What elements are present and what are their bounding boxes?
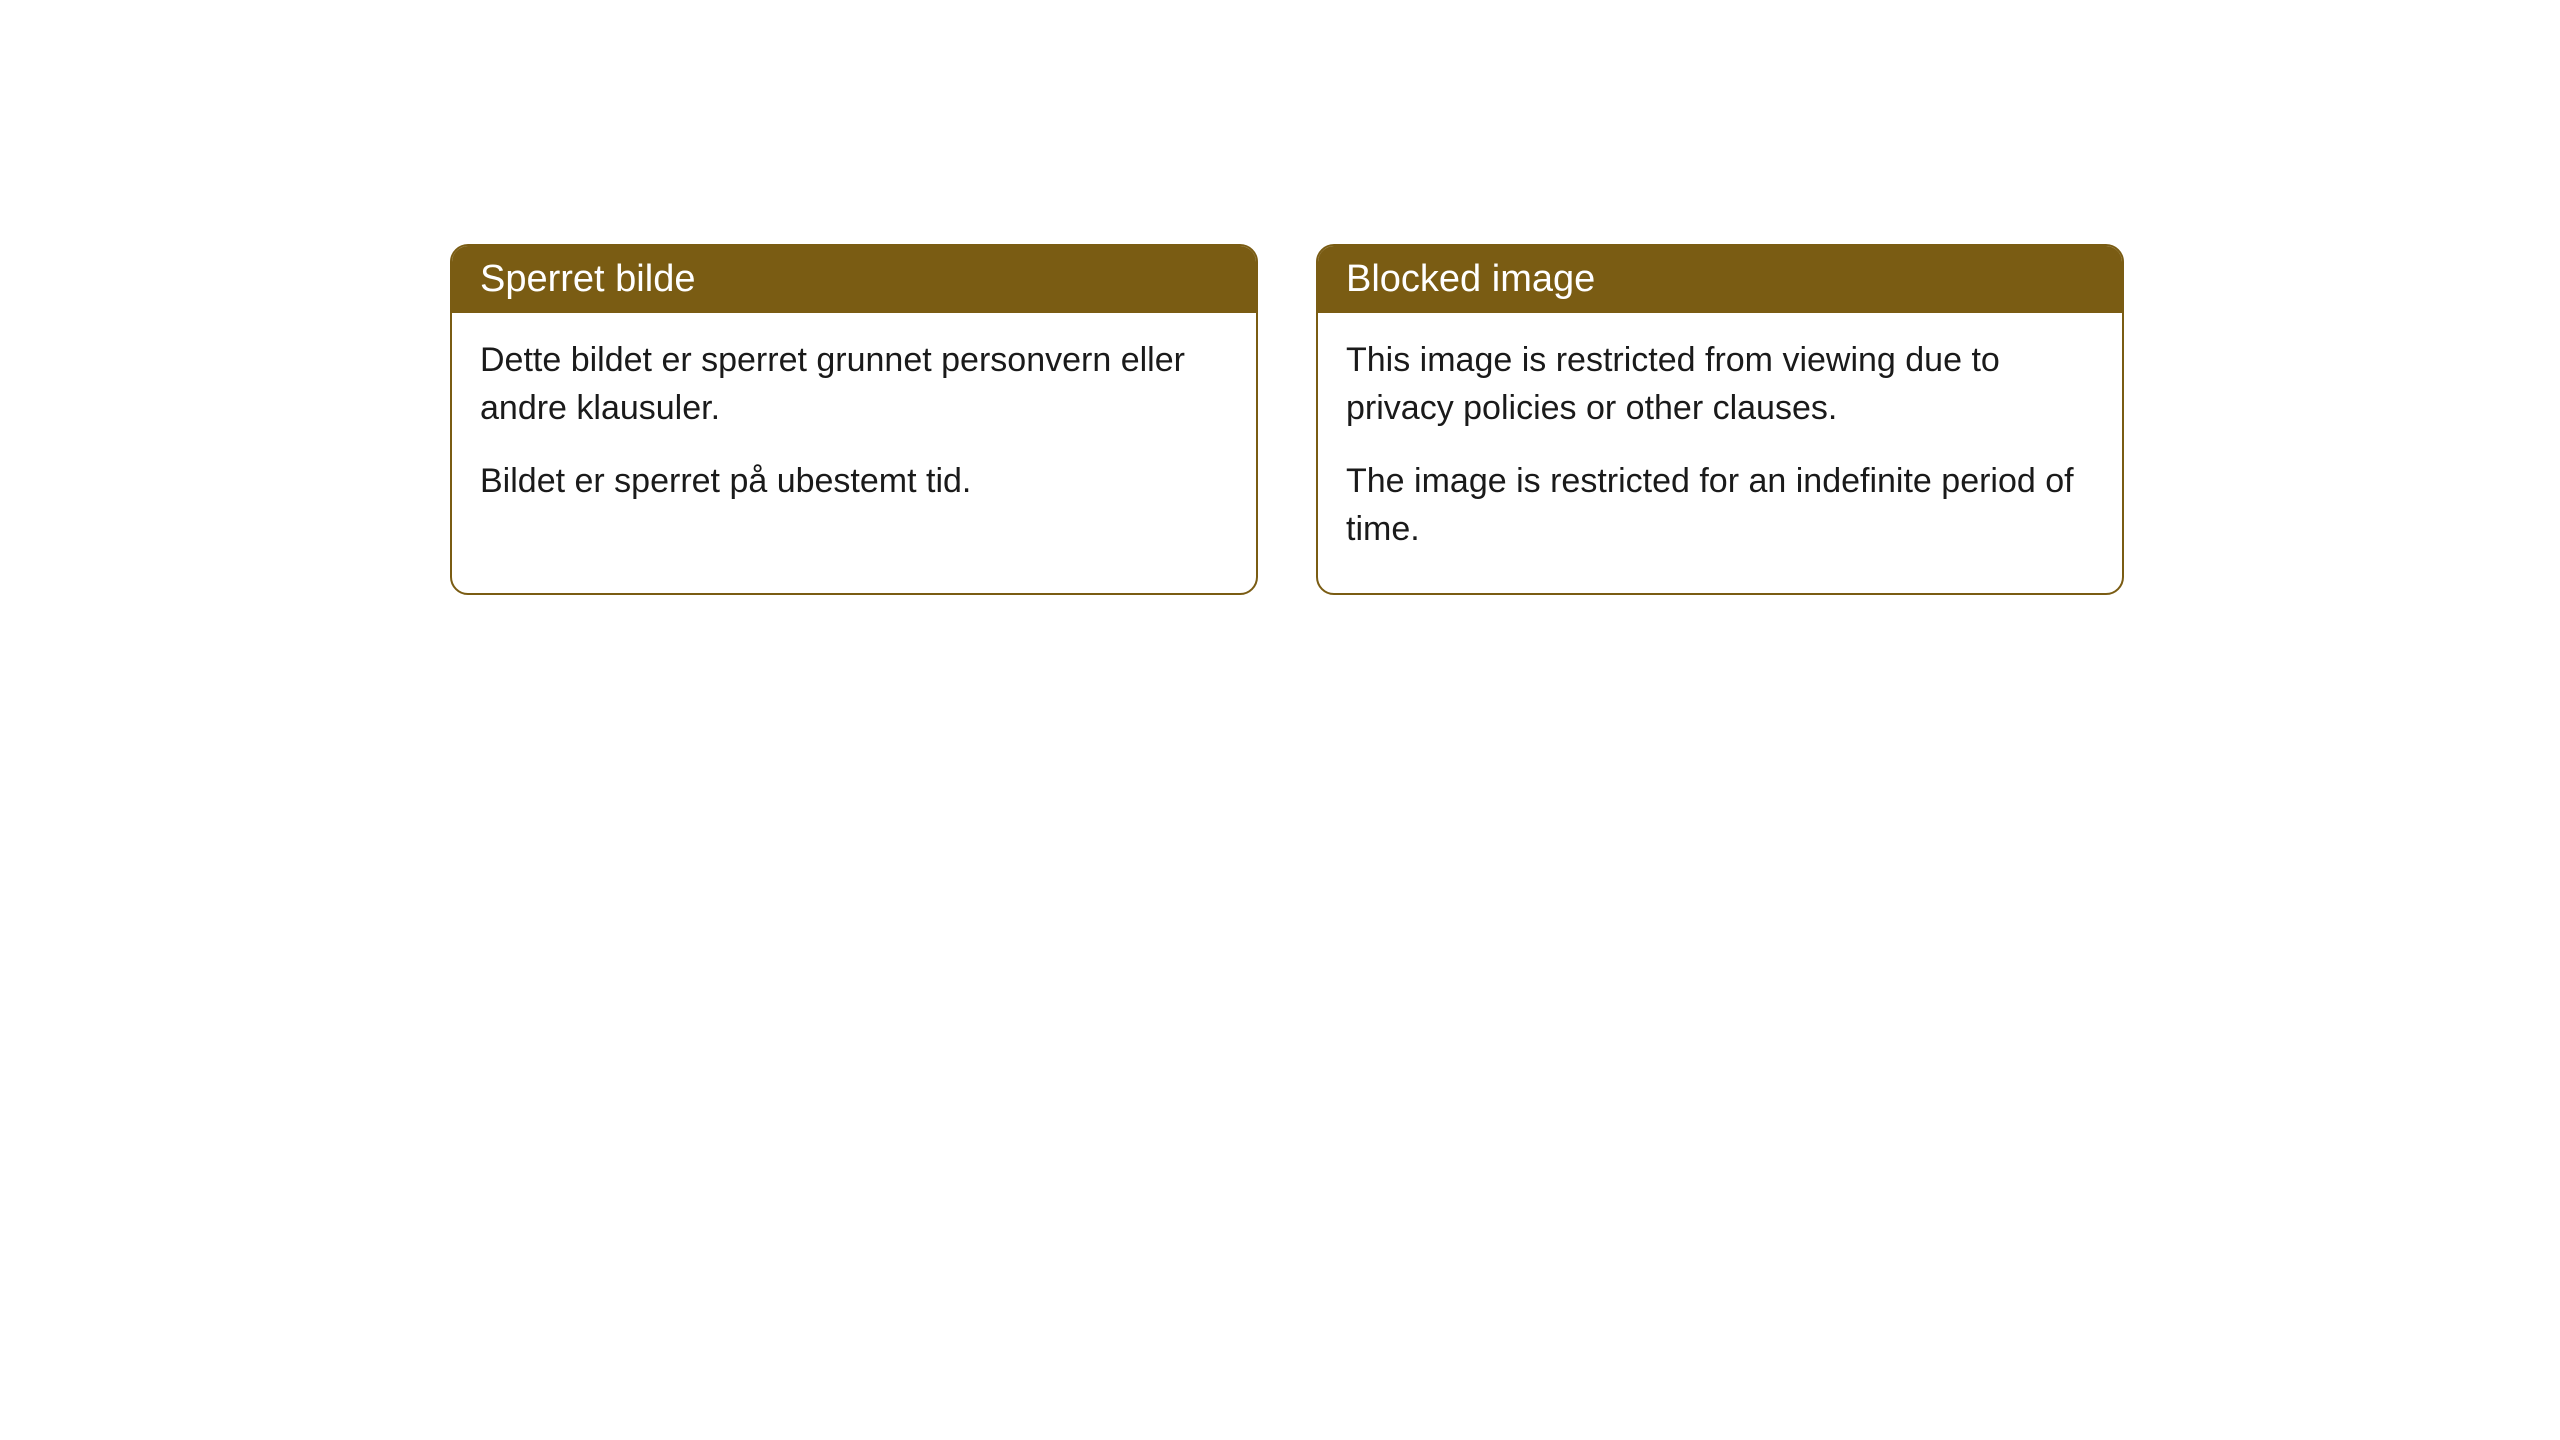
card-body-para2-en: The image is restricted for an indefinit… (1346, 458, 2094, 553)
card-body-no: Dette bildet er sperret grunnet personve… (452, 313, 1256, 546)
card-header-no: Sperret bilde (452, 246, 1256, 313)
blocked-image-card-no: Sperret bilde Dette bildet er sperret gr… (450, 244, 1258, 595)
card-header-en: Blocked image (1318, 246, 2122, 313)
card-body-para1-no: Dette bildet er sperret grunnet personve… (480, 337, 1228, 432)
notice-cards-container: Sperret bilde Dette bildet er sperret gr… (450, 244, 2124, 595)
blocked-image-card-en: Blocked image This image is restricted f… (1316, 244, 2124, 595)
card-body-para1-en: This image is restricted from viewing du… (1346, 337, 2094, 432)
card-body-para2-no: Bildet er sperret på ubestemt tid. (480, 458, 1228, 506)
card-body-en: This image is restricted from viewing du… (1318, 313, 2122, 593)
